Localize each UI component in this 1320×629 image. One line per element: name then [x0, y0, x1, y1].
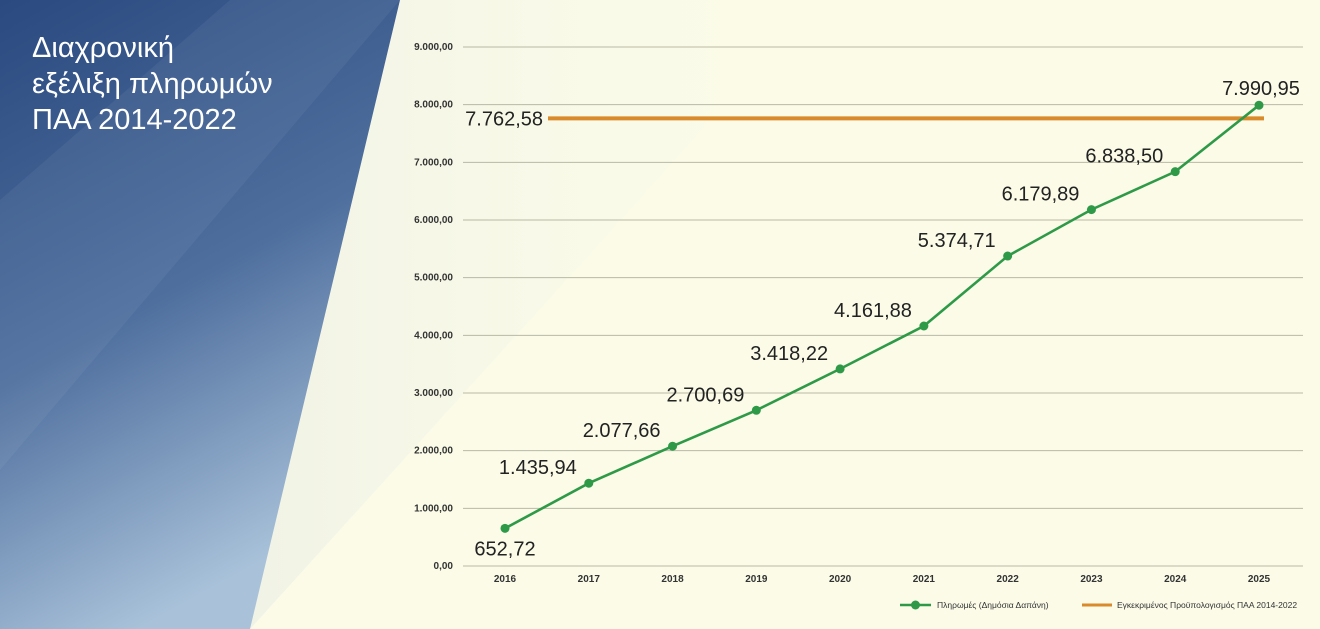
payments-point: [500, 523, 510, 533]
chart-title: Διαχρονική εξέλιξη πληρωμών ΠΑΑ 2014-202…: [32, 30, 273, 138]
payments-point: [751, 405, 761, 415]
y-tick-label: 7.000,00: [414, 157, 453, 168]
x-tick-label: 2020: [829, 574, 852, 585]
x-tick-label: 2021: [913, 574, 936, 585]
x-tick-label: 2025: [1248, 574, 1271, 585]
payments-data-label: 1.435,94: [499, 457, 577, 479]
payments-point: [835, 364, 845, 374]
x-tick-label: 2022: [997, 574, 1020, 585]
y-tick-label: 5.000,00: [414, 273, 453, 284]
x-tick-label: 2019: [745, 574, 768, 585]
payments-data-label: 3.418,22: [750, 343, 828, 365]
x-tick-label: 2016: [494, 574, 517, 585]
title-line-1: Διαχρονική: [32, 32, 174, 64]
y-tick-label: 6.000,00: [414, 215, 453, 226]
payments-data-label: 6.179,89: [1002, 184, 1080, 206]
y-tick-label: 1.000,00: [414, 503, 453, 514]
payments-point: [1254, 100, 1264, 110]
x-tick-label: 2017: [578, 574, 601, 585]
x-tick-label: 2018: [661, 574, 684, 585]
payments-data-label: 652,72: [474, 538, 535, 560]
payments-point: [1086, 205, 1096, 215]
budget-data-label: 7.762,58: [465, 108, 543, 130]
legend-payments-marker: [911, 600, 920, 610]
payments-line: [504, 104, 1260, 530]
payments-data-label: 6.838,50: [1085, 146, 1163, 168]
payments-point: [584, 478, 594, 488]
x-tick-label: 2024: [1164, 574, 1187, 585]
title-line-3: ΠΑΑ 2014-2022: [32, 104, 237, 136]
y-tick-label: 4.000,00: [414, 330, 453, 341]
payments-point: [1003, 251, 1013, 261]
payments-data-label: 4.161,88: [834, 300, 912, 322]
title-line-2: εξέλιξη πληρωμών: [32, 68, 273, 100]
y-tick-label: 0,00: [434, 561, 454, 572]
legend-budget-label: Εγκεκριμένος Προϋπολογισμός ΠΑΑ 2014-202…: [1117, 600, 1297, 610]
payments-data-label: 2.700,69: [666, 384, 744, 406]
x-tick-label: 2023: [1080, 574, 1103, 585]
y-tick-label: 3.000,00: [414, 388, 453, 399]
y-tick-label: 8.000,00: [414, 100, 453, 111]
payments-point: [1170, 167, 1180, 177]
payments-point: [919, 321, 929, 331]
payments-data-label: 7.990,95: [1222, 78, 1300, 100]
legend-payments-label: Πληρωμές (Δημόσια Δαπάνη): [937, 600, 1049, 610]
y-tick-label: 9.000,00: [414, 42, 453, 53]
payments-data-label: 5.374,71: [918, 230, 996, 252]
y-tick-label: 2.000,00: [414, 446, 453, 457]
payments-point: [668, 441, 678, 451]
payments-data-label: 2.077,66: [583, 420, 661, 442]
